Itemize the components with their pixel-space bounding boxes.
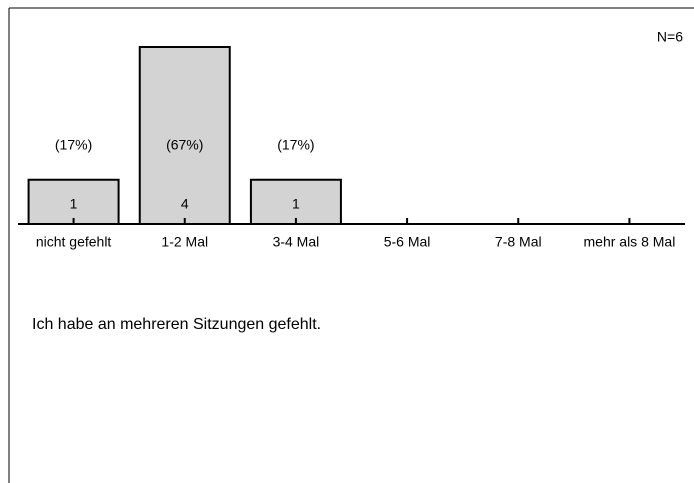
x-tick-label: 5-6 Mal [384,234,431,250]
annotation: N=6 [657,29,683,45]
percent-label: (67%) [166,137,203,153]
x-tick-label: mehr als 8 Mal [584,234,676,250]
bar [27,178,120,225]
x-tick-label: 3-4 Mal [273,234,320,250]
percent-label: (17%) [277,137,314,153]
x-tick-label: nicht gefehlt [36,234,112,250]
caption: Ich habe an mehreren Sitzungen gefehlt. [32,316,321,333]
x-tick-label: 7-8 Mal [495,234,542,250]
count-label: 1 [292,196,300,212]
bar [138,46,231,225]
count-label: 4 [181,196,189,212]
bar [249,178,342,225]
count-label: 1 [70,196,78,212]
percent-label: (17%) [55,137,92,153]
x-tick-label: 1-2 Mal [161,234,208,250]
